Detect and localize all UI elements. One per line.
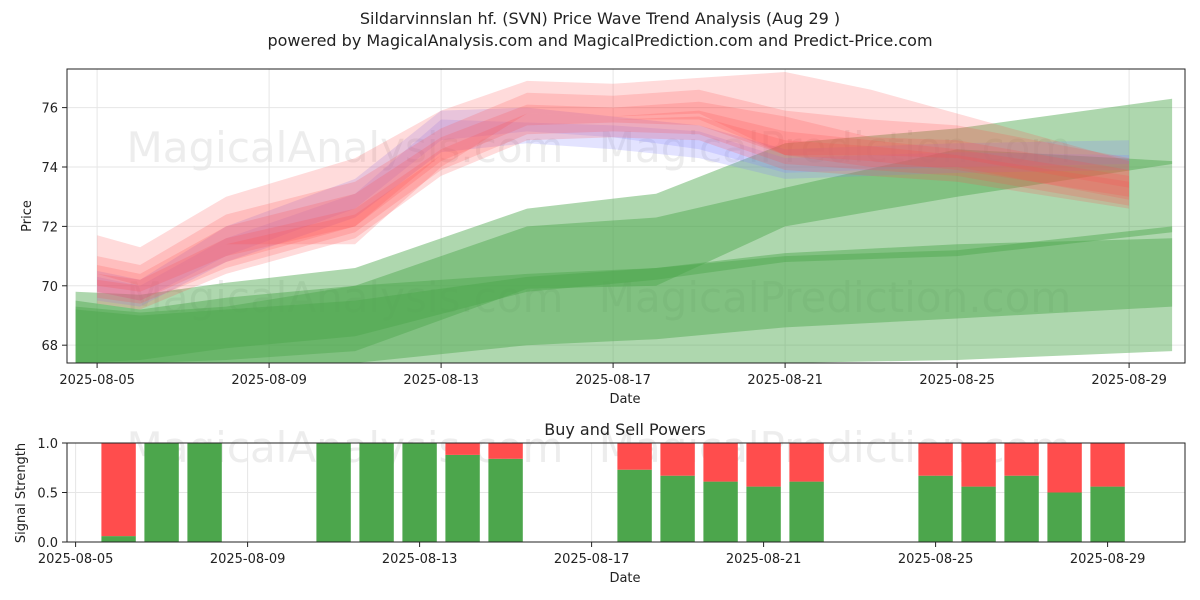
buy-bar [918,475,953,542]
sell-bar [1047,443,1082,493]
buy-bar [789,481,824,542]
bottom-x-tick-label: 2025-08-09 [210,552,286,567]
buy-bar [961,486,996,542]
buy-bar [445,454,480,542]
chart-subtitle: powered by MagicalAnalysis.com and Magic… [267,31,933,50]
price-band-green-4 [75,226,1173,363]
top-x-tick-label: 2025-08-29 [1091,373,1167,388]
sell-bar [617,443,652,470]
buy-bar [402,443,437,542]
top-x-tick-label: 2025-08-17 [575,373,651,388]
buy-bar [1090,486,1125,542]
top-watermarks: MagicalAnalysis.com MagicalPrediction.co… [127,123,1072,322]
top-y-tick-label: 72 [41,220,58,235]
top-x-tick-label: 2025-08-25 [919,373,995,388]
bottom-y-axis-label: Signal Strength [14,443,29,543]
top-x-axis-label: Date [609,392,640,407]
sell-bar [445,443,480,455]
bottom-x-axis-label: Date [609,571,640,586]
price-band-green-3 [75,149,1173,363]
top-x-tick-label: 2025-08-21 [747,373,823,388]
price-band-red-7 [97,72,1130,286]
sell-bar [789,443,824,482]
buy-bar [1047,492,1082,542]
chart-titles: Sildarvinnslan hf. (SVN) Price Wave Tren… [0,8,1200,52]
top-y-tick-label: 74 [41,161,58,176]
bottom-x-tick-label: 2025-08-25 [898,552,974,567]
price-bands [75,72,1173,363]
buy-bar [144,443,179,542]
watermark-prediction-2: MagicalPrediction.com [599,273,1072,322]
price-band-green-2 [75,238,1173,363]
price-band-green-1 [75,98,1173,363]
top-x-tick-label: 2025-08-09 [231,373,307,388]
top-y-tick-label: 68 [41,339,58,354]
watermark-analysis-2: MagicalAnalysis.com [127,273,564,322]
sell-bar [101,443,136,537]
bottom-x-tick-label: 2025-08-05 [38,552,114,567]
top-x-tick-label: 2025-08-05 [59,373,135,388]
price-band-red-8 [97,89,1130,292]
buy-bar [1004,475,1039,542]
buy-bar [316,443,351,542]
top-grid [67,69,1185,363]
sell-bar [488,443,523,459]
top-x-tick-label: 2025-08-13 [403,373,479,388]
buy-bar [101,536,136,542]
top-y-tick-label: 70 [41,280,58,295]
buy-bar [359,443,394,542]
chart-title: Sildarvinnslan hf. (SVN) Price Wave Tren… [359,9,841,28]
buy-bar [488,458,523,542]
bottom-x-tick-label: 2025-08-29 [1070,552,1146,567]
watermark-analysis: MagicalAnalysis.com [127,123,564,172]
sell-bar [746,443,781,487]
sell-bar [918,443,953,476]
sell-bar [1004,443,1039,476]
top-y-tick-label: 76 [41,102,58,117]
buy-bar [617,469,652,542]
top-plot-frame [66,68,1186,364]
buy-bar [187,443,222,542]
bottom-chart-title: Buy and Sell Powers [544,420,706,439]
signal-bars [101,443,1125,542]
watermark-prediction: MagicalPrediction.com [599,123,1072,172]
bottom-x-tick-label: 2025-08-17 [554,552,630,567]
bottom-y-tick-label: 0.0 [37,536,58,551]
bottom-axes-ticks: 2025-08-05 2025-08-09 2025-08-13 2025-08-17… [37,437,1145,567]
buy-bar [746,486,781,542]
bottom-x-tick-label: 2025-08-13 [382,552,458,567]
top-axes-ticks: 2025-08-05 2025-08-09 2025-08-13 2025-08-17… [41,102,1166,388]
sell-bar [961,443,996,487]
bottom-y-tick-label: 1.0 [37,437,58,452]
price-band-blue-6 [97,119,1130,307]
price-band-red-9 [97,101,1130,301]
price-band-red-10 [97,110,1130,304]
buy-bar [660,475,695,542]
sell-bar [703,443,738,482]
bottom-y-tick-label: 0.5 [37,487,58,502]
sell-bar [1090,443,1125,487]
price-band-red-11 [97,116,1130,310]
price-band-blue-5 [97,107,1130,301]
top-y-axis-label: Price [20,200,35,232]
sell-bar [660,443,695,476]
bottom-x-tick-label: 2025-08-21 [726,552,802,567]
buy-bar [703,481,738,542]
